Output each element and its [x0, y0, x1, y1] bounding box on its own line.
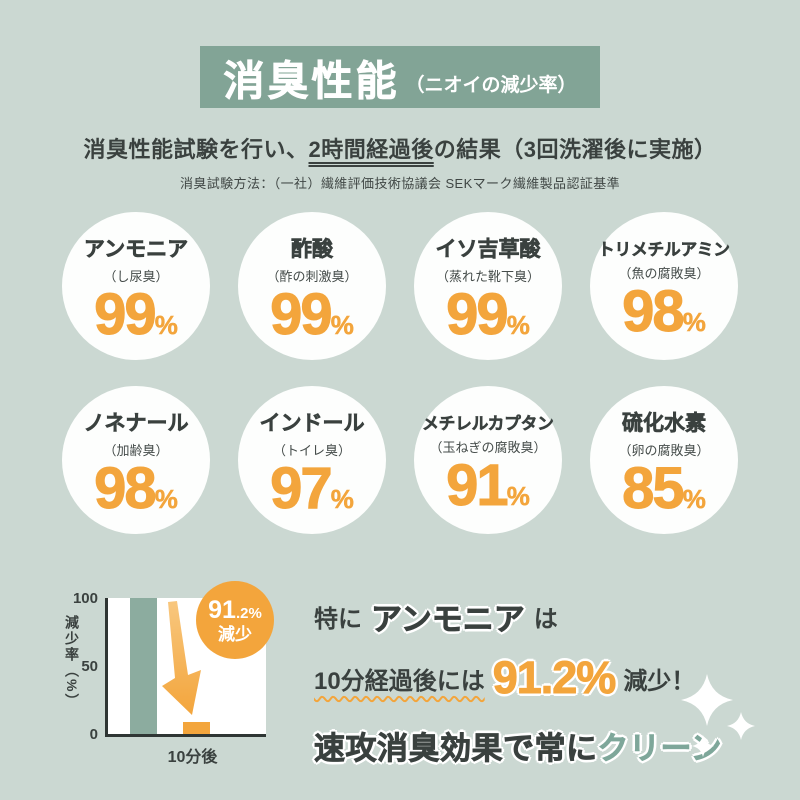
- odor-percent-number: 97: [270, 455, 333, 521]
- bar-after-10min: [183, 722, 210, 734]
- percent-sign: %: [154, 483, 178, 514]
- odor-reduction-value: 97%: [270, 459, 354, 518]
- odor-circle: 硫化水素 （卵の腐敗臭） 85%: [590, 386, 738, 534]
- odor-source: （トイレ臭）: [272, 442, 351, 458]
- odor-name: イソ吉草酸: [435, 237, 541, 262]
- odor-source: （玉ねぎの腐敗臭）: [429, 439, 547, 455]
- sparkle-medium-icon: [727, 712, 755, 740]
- percent-sign: %: [330, 483, 354, 514]
- odor-source: （蒸れた靴下臭）: [435, 268, 540, 284]
- test-method-line: 消臭試験方法：（一社）繊維評価技術協議会 SEKマーク繊維製品認証基準: [179, 176, 621, 191]
- highlight-post2: 減少！: [623, 667, 696, 695]
- sparkle-large-icon: [681, 674, 733, 726]
- odor-source: （酢の刺激臭）: [266, 268, 358, 284]
- odor-circle: アンモニア （し尿臭） 99%: [62, 212, 210, 360]
- ammonia-reduction-chart: 減少率（%） 100 50 0 91 .2% 減少: [60, 581, 305, 783]
- intro-block: 消臭性能試験を行い、2時間経過後の結果（3回洗濯後に実施） 消臭試験方法：（一社…: [0, 132, 800, 192]
- badge-value: 91: [208, 595, 236, 624]
- y-tick-0: 0: [89, 726, 98, 743]
- odor-percent-number: 98: [94, 455, 157, 521]
- odor-reduction-value: 98%: [622, 282, 706, 341]
- bar-start: [130, 598, 157, 734]
- down-arrow-icon: [162, 601, 201, 715]
- page-title-note: （ニオイの減少率）: [405, 74, 577, 96]
- odor-source: （卵の腐敗臭）: [618, 442, 710, 458]
- badge-label: 減少: [218, 624, 252, 644]
- highlight-pre3: 速攻消臭効果で常に: [314, 731, 598, 767]
- odor-name: ノネナール: [83, 411, 189, 436]
- odor-reduction-value: 98%: [94, 459, 178, 518]
- percent-sign: %: [330, 309, 354, 340]
- highlight-line-2: 10分経過後には 91.2% 減少！: [314, 652, 754, 704]
- percent-sign: %: [682, 483, 706, 514]
- odor-percent-number: 91: [446, 452, 509, 518]
- odor-name: アンモニア: [83, 237, 189, 262]
- page-title: 消臭性能: [223, 58, 400, 105]
- odor-percent-number: 85: [622, 455, 685, 521]
- odor-circle: インドール （トイレ臭） 97%: [238, 386, 386, 534]
- percent-sign: %: [682, 306, 706, 337]
- test-result-line: 消臭性能試験を行い、2時間経過後の結果（3回洗濯後に実施）: [0, 132, 800, 164]
- highlight-line-1: 特に アンモニア は: [314, 594, 754, 639]
- plot-area: [105, 598, 266, 737]
- highlight-underlined2: 10分経過後には: [314, 667, 485, 695]
- odor-name: トリメチルアミン: [598, 240, 730, 260]
- odor-circle: イソ吉草酸 （蒸れた靴下臭） 99%: [414, 212, 562, 360]
- sparkle-icons: [681, 674, 755, 757]
- test-result-post: の結果（3回洗濯後に実施）: [433, 137, 717, 162]
- odor-reduction-value: 91%: [446, 456, 530, 515]
- percent-sign: %: [154, 309, 178, 340]
- x-axis-label: 10分後: [167, 749, 218, 766]
- y-axis-label: 減少率（%）: [64, 615, 80, 710]
- odor-percent-number: 98: [622, 278, 685, 344]
- odor-circle: メチレルカプタン （玉ねぎの腐敗臭） 91%: [414, 386, 562, 534]
- percent-sign: %: [506, 480, 530, 511]
- odor-grid: アンモニア （し尿臭） 99% 酢酸 （酢の刺激臭） 99% イソ吉草酸 （蒸れ…: [62, 212, 738, 534]
- highlight-value: 91.2%: [492, 652, 617, 704]
- odor-name: インドール: [259, 411, 365, 436]
- y-tick-50: 50: [81, 658, 98, 675]
- odor-reduction-value: 99%: [446, 285, 530, 344]
- test-result-pre: 消臭性能試験を行い、: [83, 137, 309, 162]
- odor-percent-number: 99: [94, 281, 157, 347]
- odor-reduction-value: 99%: [270, 285, 354, 344]
- test-result-underlined: 2時間経過後: [308, 137, 434, 162]
- badge-value-row: 91 .2%: [208, 595, 262, 624]
- odor-percent-number: 99: [446, 281, 509, 347]
- reduction-badge: 91 .2% 減少: [196, 581, 274, 659]
- y-tick-100: 100: [72, 590, 98, 607]
- odor-reduction-value: 85%: [622, 459, 706, 518]
- percent-sign: %: [506, 309, 530, 340]
- highlight-ammonia: アンモニア: [371, 602, 526, 638]
- badge-decimal: .2%: [235, 604, 262, 622]
- odor-circle: トリメチルアミン （魚の腐敗臭） 98%: [590, 212, 738, 360]
- highlight-post1: は: [533, 606, 558, 633]
- odor-percent-number: 99: [270, 281, 333, 347]
- odor-name: 酢酸: [291, 237, 334, 262]
- odor-source: （し尿臭）: [103, 268, 169, 284]
- odor-circle: ノネナール （加齢臭） 98%: [62, 386, 210, 534]
- highlight-pre1: 特に: [314, 606, 362, 633]
- odor-reduction-value: 99%: [94, 285, 178, 344]
- title-band: 消臭性能 （ニオイの減少率）: [200, 46, 600, 108]
- sparkle-small-icon: [692, 735, 714, 757]
- odor-name: 硫化水素: [622, 411, 707, 436]
- odor-source: （魚の腐敗臭）: [618, 265, 710, 281]
- odor-circle: 酢酸 （酢の刺激臭） 99%: [238, 212, 386, 360]
- odor-name: メチレルカプタン: [422, 414, 554, 434]
- odor-source: （加齢臭）: [103, 442, 169, 458]
